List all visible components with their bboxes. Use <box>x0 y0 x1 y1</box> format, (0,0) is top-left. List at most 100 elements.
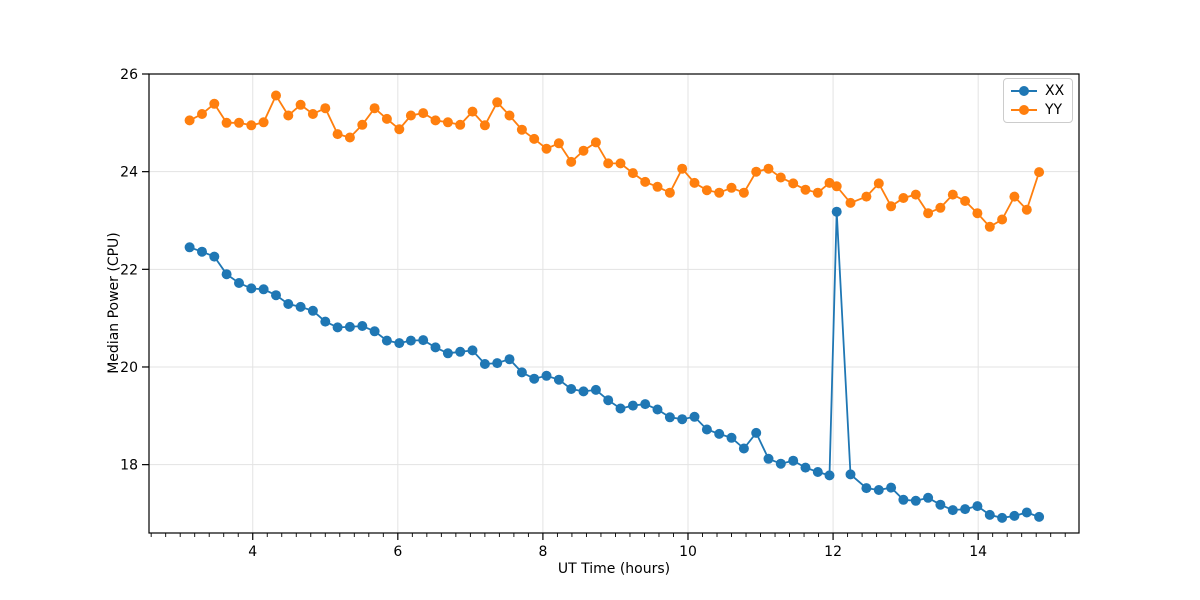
series-xx-marker <box>516 367 527 378</box>
x-tick-label: 4 <box>248 544 257 560</box>
series-yy-marker <box>271 90 281 101</box>
series-xx-marker <box>590 384 601 395</box>
series-yy-marker <box>307 109 318 119</box>
y-tick-label: 18 <box>120 458 138 474</box>
legend-label-yy: YY <box>1045 102 1063 118</box>
series-xx-marker <box>984 509 995 520</box>
x-tick-label: 6 <box>393 544 402 560</box>
series-yy-marker <box>751 166 762 177</box>
series-xx-marker <box>455 346 466 357</box>
series-yy-line <box>189 93 1040 228</box>
x-axis-label: UT Time (hours) <box>557 561 671 577</box>
series-xx <box>184 206 1045 523</box>
series-xx-marker <box>845 469 856 480</box>
series-xx-marker <box>831 206 842 217</box>
series-yy-marker <box>295 99 306 110</box>
y-tick-label: 20 <box>120 360 138 376</box>
series-yy-marker <box>726 182 737 193</box>
plot-frame <box>148 73 1080 534</box>
series-yy-marker <box>997 214 1008 225</box>
series-xx-marker <box>578 386 589 397</box>
series-yy-marker <box>689 177 700 188</box>
y-tick-label: 26 <box>120 67 138 83</box>
series-xx-marker <box>541 370 552 381</box>
series-xx-marker <box>1034 511 1045 522</box>
series-xx-marker <box>504 354 515 365</box>
series-xx-marker <box>344 321 355 332</box>
series-yy-marker <box>479 120 490 131</box>
series-yy-marker <box>566 156 577 167</box>
series-xx-marker <box>677 414 688 425</box>
series-yy-marker <box>947 189 958 200</box>
series-yy-marker <box>467 106 478 117</box>
series-yy-marker <box>873 178 884 189</box>
series-xx-marker <box>763 453 774 464</box>
series-xx-marker <box>603 395 614 406</box>
series-yy-marker <box>984 221 995 232</box>
series-yy-marker <box>405 110 416 121</box>
series-xx-marker <box>246 283 257 294</box>
series-yy-marker <box>910 189 921 200</box>
series-yy-marker <box>960 196 971 206</box>
series-xx-marker <box>714 428 725 439</box>
legend-item-xx: XX <box>1010 82 1066 100</box>
series-yy-marker <box>492 97 503 108</box>
series-xx-marker <box>369 326 380 337</box>
series-xx-marker <box>812 467 823 477</box>
y-axis-ticks: 18 20 22 24 26 <box>120 67 149 474</box>
series-xx-marker <box>405 335 416 346</box>
series-yy-marker <box>1021 204 1032 215</box>
series-xx-marker <box>1021 507 1032 518</box>
series-yy-marker <box>800 184 811 195</box>
series-yy-marker <box>357 119 368 130</box>
series-yy-marker <box>898 193 909 203</box>
legend-item-yy: YY <box>1010 101 1066 119</box>
series-xx-marker <box>947 505 958 516</box>
x-minor-ticks <box>150 533 1066 537</box>
y-axis-label: Median Power (CPU) <box>106 232 122 374</box>
series-yy-marker <box>369 103 380 114</box>
series-xx-marker <box>1009 510 1020 521</box>
series-yy-marker <box>627 168 638 179</box>
series-xx-marker <box>615 403 626 414</box>
series-yy-marker <box>221 117 232 128</box>
series-yy-marker <box>615 158 626 169</box>
series-xx-marker <box>418 335 429 346</box>
x-tick-label: 14 <box>969 544 987 560</box>
series-yy-marker <box>578 145 589 156</box>
series-xx-marker <box>479 359 490 369</box>
x-tick-label: 10 <box>679 544 697 560</box>
grid <box>149 73 1079 533</box>
series-yy-marker <box>283 110 294 121</box>
series-xx-marker <box>972 501 983 512</box>
series-yy-marker <box>344 132 355 143</box>
series-yy-marker <box>320 103 331 114</box>
series-yy-marker <box>886 201 897 212</box>
series-xx-marker <box>800 462 811 473</box>
series-xx-marker <box>923 492 934 503</box>
series-xx-marker <box>283 299 294 309</box>
series-yy-marker <box>812 187 823 198</box>
series-yy-marker <box>394 124 405 135</box>
series-yy-marker <box>504 110 515 121</box>
series-xx-marker <box>529 373 540 384</box>
series-yy-marker <box>738 187 749 198</box>
series-xx-marker <box>664 412 675 423</box>
series-yy-marker <box>430 115 441 126</box>
series-xx-marker <box>234 278 244 288</box>
series-yy-marker <box>1009 191 1020 202</box>
series-yy-marker <box>258 117 269 128</box>
series-yy-marker <box>677 163 688 174</box>
series-xx-marker <box>997 512 1008 523</box>
series-xx-marker <box>873 485 884 495</box>
series-xx-marker <box>935 499 946 510</box>
y-tick-label: 22 <box>120 262 138 278</box>
series-yy-marker <box>714 187 725 198</box>
series-xx-marker <box>775 458 786 469</box>
series-xx-marker <box>566 384 577 394</box>
legend-line-yy-icon <box>1011 105 1037 115</box>
series-xx-marker <box>886 482 897 493</box>
series-yy-marker <box>701 185 712 196</box>
